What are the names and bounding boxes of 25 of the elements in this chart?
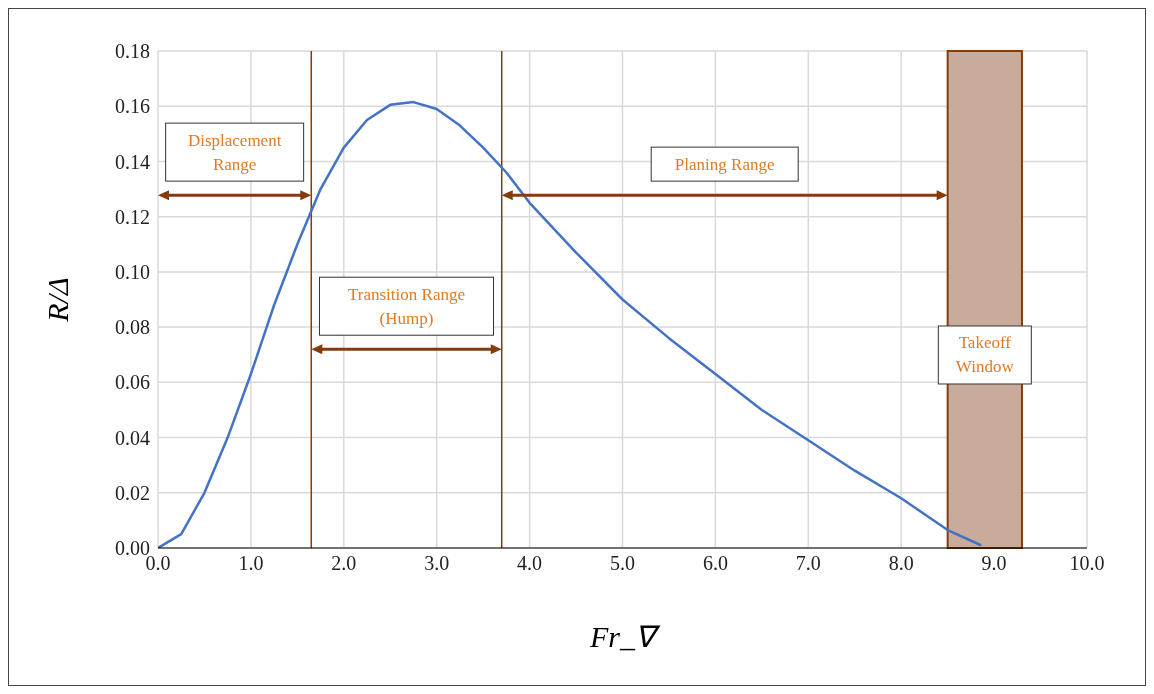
y-tick-label: 0.02 [115, 481, 150, 504]
x-tick-label: 6.0 [702, 552, 728, 575]
y-tick-label: 0.16 [115, 95, 150, 118]
x-tick-label: 5.0 [610, 552, 635, 575]
x-tick-label: 1.0 [238, 552, 264, 575]
x-tick-label: 9.0 [981, 552, 1007, 575]
y-tick-label: 0.08 [115, 316, 150, 339]
annotation: Planing Range [674, 154, 775, 174]
y-tick-label: 0.14 [115, 150, 150, 173]
x-axis-title: Fr_∇ [589, 620, 661, 653]
band-label: Takeoff Window [955, 333, 1015, 377]
y-tick-label: 0.12 [115, 205, 150, 228]
y-tick-label: 0.18 [115, 40, 150, 63]
y-tick-label: 0.06 [115, 371, 150, 394]
x-tick-label: 4.0 [517, 552, 543, 575]
x-tick-label: 2.0 [331, 552, 357, 575]
y-tick-label: 0.04 [115, 426, 150, 449]
x-tick-label: 10.0 [1069, 552, 1105, 575]
annotation: Displacement Range [187, 130, 282, 174]
y-axis-title: R/Δ [40, 277, 74, 323]
y-tick-label: 0.10 [115, 260, 150, 283]
x-tick-label: 8.0 [888, 552, 914, 575]
annotation: Transition Range (Hump) [348, 284, 465, 328]
x-tick-label: 7.0 [795, 552, 821, 575]
x-tick-label: 3.0 [424, 552, 450, 575]
